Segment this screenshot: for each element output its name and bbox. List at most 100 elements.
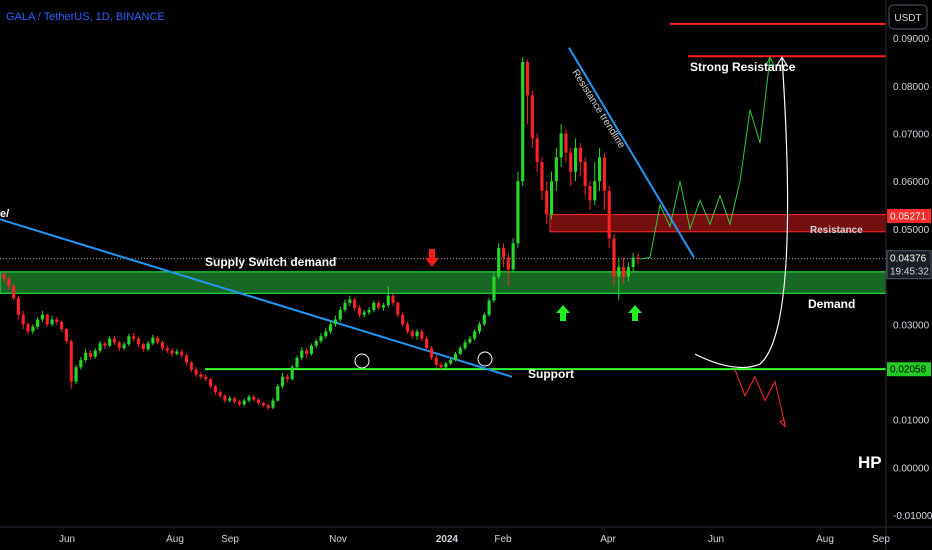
candle [593, 162, 597, 206]
countdown-text: 19:45:32 [890, 267, 929, 278]
candle [521, 57, 525, 186]
candle-body [593, 181, 597, 201]
candle [314, 338, 318, 349]
candle-body [160, 342, 165, 349]
currency-button[interactable]: USDT [888, 4, 928, 30]
candle-body [549, 181, 554, 215]
candle [401, 312, 405, 327]
candle-body [276, 386, 280, 401]
green-up-arrow [628, 305, 642, 321]
demand-label: Demand [808, 297, 855, 311]
resistance-label: Resistance [810, 225, 863, 236]
candle [492, 271, 496, 303]
candle [12, 283, 16, 301]
annotation-lines [0, 22, 886, 378]
candle-body [588, 186, 592, 201]
author-signature: HP [858, 453, 882, 472]
candle [300, 347, 304, 361]
descending-trendline [0, 218, 513, 378]
candle-body [324, 331, 328, 337]
candles [2, 57, 640, 411]
candle-body [271, 400, 275, 408]
candle-body [501, 248, 506, 258]
candle-body [194, 369, 198, 375]
candle-body [602, 157, 606, 191]
candle-body [7, 279, 11, 287]
candle [261, 401, 265, 408]
candle [501, 243, 506, 268]
candle [69, 339, 73, 389]
candle [636, 253, 640, 265]
candle [617, 257, 621, 301]
candle [583, 157, 587, 196]
candle [276, 383, 280, 402]
candle [588, 181, 592, 210]
candle-body [569, 152, 573, 172]
candle-body [405, 324, 410, 332]
candle-body [132, 336, 136, 339]
candle-body [540, 162, 544, 191]
chart-title: GALA / TetherUS, 1D, BINANCE [6, 11, 165, 23]
candle-body [420, 331, 424, 339]
candle-body [261, 403, 265, 406]
candle [458, 345, 462, 356]
candle [295, 355, 299, 370]
candle-body [367, 310, 371, 313]
candle-body [631, 257, 635, 268]
bullish-projection [639, 57, 771, 260]
candle [468, 335, 472, 345]
candle-body [199, 374, 203, 377]
bearish-arrow-head [779, 418, 786, 428]
candle [348, 295, 352, 307]
candle [319, 332, 323, 344]
candle-body [559, 133, 563, 158]
candle-body [146, 343, 150, 350]
candle-body [232, 398, 237, 402]
candle-body [482, 314, 486, 325]
candle-body [626, 267, 630, 277]
candle [151, 334, 155, 346]
candle [170, 348, 174, 357]
candle [189, 361, 193, 372]
candle-body [401, 314, 405, 325]
red-down-arrow [425, 249, 439, 267]
candle [386, 286, 390, 308]
candle-body [170, 350, 174, 354]
candle-body [425, 338, 429, 349]
candle [396, 301, 400, 318]
candle [281, 372, 285, 389]
resistance-price-badge-text: 0.05271 [890, 211, 927, 222]
candle-body [208, 379, 213, 387]
candle-body [242, 400, 246, 405]
candle-body [175, 351, 179, 354]
candle-body [218, 392, 222, 396]
candle-body [16, 298, 20, 315]
candle [525, 59, 530, 124]
candle [156, 335, 160, 345]
candle [208, 377, 213, 389]
left-edge-label: e/ [0, 208, 9, 220]
candle [410, 329, 414, 339]
candle [511, 238, 515, 272]
x-tick-label: Aug [166, 534, 184, 545]
candle [213, 384, 217, 395]
candle [377, 300, 381, 310]
candle [631, 252, 635, 272]
candle-body [285, 376, 289, 380]
candle-body [583, 162, 587, 186]
candle [242, 398, 246, 407]
candle-body [295, 357, 299, 368]
candle-body [348, 299, 352, 303]
candle-body [463, 342, 467, 349]
candle [122, 341, 126, 351]
candle [372, 300, 376, 313]
y-tick-label: 0.01000 [893, 416, 930, 427]
candle-body [64, 329, 69, 341]
candle-body [396, 302, 400, 315]
candle-body [45, 314, 49, 325]
candle-body [415, 331, 419, 337]
candle [449, 357, 453, 366]
candle-body [636, 257, 640, 259]
candle [420, 329, 424, 341]
